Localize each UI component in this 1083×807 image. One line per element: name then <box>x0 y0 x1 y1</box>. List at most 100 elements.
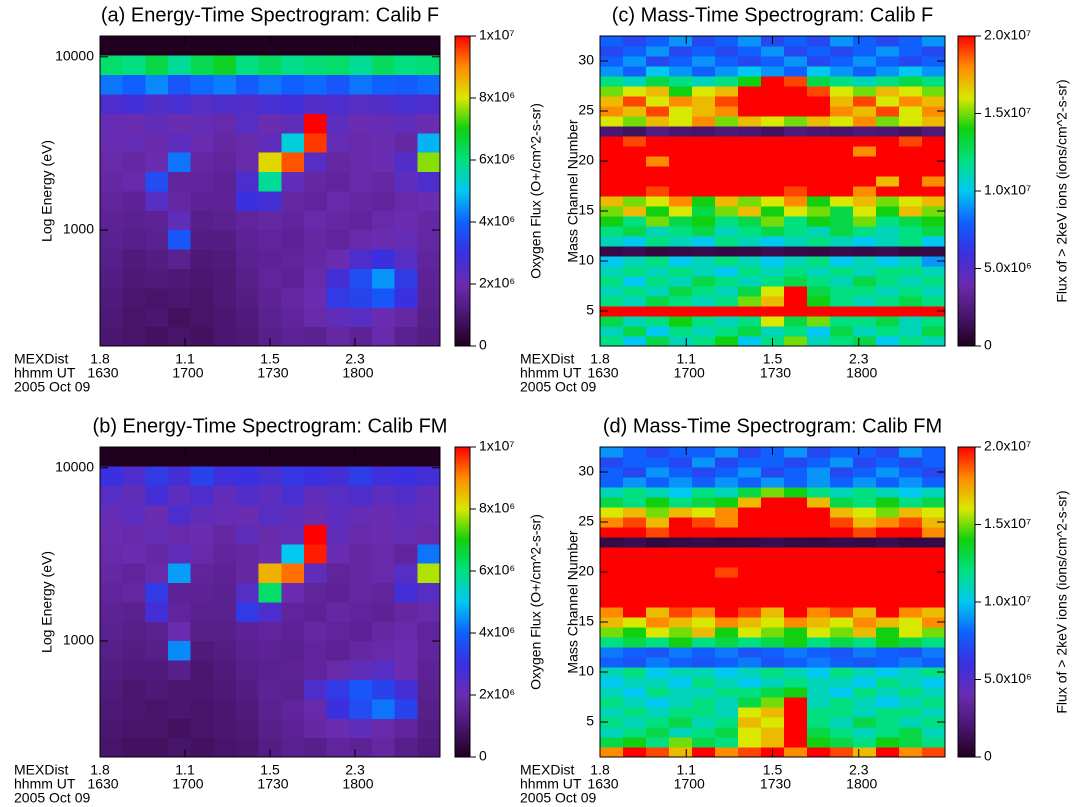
heatmap-cell <box>646 306 670 317</box>
heatmap-cell <box>784 56 808 67</box>
heatmap-cell <box>669 206 693 217</box>
heatmap-cell <box>236 718 260 739</box>
mexdist-label: 1.8 <box>90 351 110 367</box>
heatmap-cell <box>830 467 854 478</box>
heatmap-cell <box>326 640 350 661</box>
heatmap-cell <box>168 152 192 173</box>
heatmap-cell <box>372 55 396 76</box>
heatmap-cell <box>168 55 192 76</box>
heatmap-cell <box>394 210 418 231</box>
heatmap-cell <box>876 677 900 688</box>
y-tick-label: 30 <box>578 52 594 68</box>
heatmap-cell <box>326 718 350 739</box>
heatmap-cell <box>922 607 946 618</box>
heatmap-cell <box>213 93 237 114</box>
heatmap-cell <box>669 176 693 187</box>
x-row-label: hhmm UT <box>14 776 76 792</box>
date-label: 2005 Oct 09 <box>14 379 90 395</box>
heatmap-cell <box>213 55 237 76</box>
x-row-label: hhmm UT <box>520 365 582 381</box>
heatmap-cell <box>304 268 328 289</box>
heatmap-cell <box>281 504 305 525</box>
heatmap-cell <box>853 76 877 87</box>
heatmap-cell <box>669 256 693 267</box>
heatmap-cell <box>623 527 647 538</box>
heatmap-cell <box>326 74 350 95</box>
heatmap-cell <box>100 132 124 153</box>
heatmap-cell <box>761 126 785 137</box>
heatmap-cell <box>326 36 350 56</box>
heatmap-cell <box>738 537 762 548</box>
heatmap-cell <box>600 336 624 347</box>
heatmap-cell <box>236 152 260 173</box>
heatmap-cell <box>715 336 739 347</box>
heatmap-cell <box>899 737 923 748</box>
heatmap-cell <box>830 206 854 217</box>
heatmap-cell <box>417 718 441 739</box>
heatmap-cell <box>304 152 328 173</box>
heatmap-cell <box>236 113 260 134</box>
heatmap-cell <box>326 132 350 153</box>
heatmap-cell <box>417 640 441 661</box>
heatmap-cell <box>168 698 192 719</box>
heatmap-cell <box>623 86 647 97</box>
heatmap-cell <box>122 36 146 56</box>
heatmap-cell <box>190 563 214 584</box>
heatmap-cell <box>784 517 808 528</box>
heatmap-cell <box>646 627 670 638</box>
heatmap-cell <box>326 171 350 192</box>
heatmap-cell <box>623 116 647 127</box>
heatmap-cell <box>100 601 124 622</box>
heatmap-cell <box>394 113 418 134</box>
mexdist-label: 2.3 <box>849 351 869 367</box>
heatmap-cell <box>669 266 693 277</box>
heatmap-cell <box>646 607 670 618</box>
heatmap-cell <box>623 467 647 478</box>
heatmap-cell <box>349 563 373 584</box>
heatmap-cell <box>669 36 693 47</box>
heatmap-cell <box>922 477 946 488</box>
heatmap-cell <box>600 637 624 648</box>
heatmap-cell <box>899 677 923 688</box>
heatmap-cell <box>646 126 670 137</box>
heatmap-cell <box>669 146 693 157</box>
heatmap-cell <box>623 236 647 247</box>
heatmap-cell <box>281 229 305 250</box>
heatmap-cell <box>876 447 900 458</box>
heatmap-cell <box>258 307 282 328</box>
heatmap-cell <box>417 93 441 114</box>
heatmap-cell <box>738 447 762 458</box>
colorbar <box>957 446 976 758</box>
heatmap-cell <box>623 196 647 207</box>
heatmap-cell <box>100 210 124 231</box>
heatmap-cell <box>738 687 762 698</box>
heatmap-cell <box>122 307 146 328</box>
heatmap-cell <box>876 627 900 638</box>
heatmap-cell <box>807 256 831 267</box>
heatmap-cell <box>600 457 624 468</box>
heatmap-cell <box>168 132 192 153</box>
heatmap-cell <box>213 466 237 487</box>
heatmap-cell <box>417 504 441 525</box>
heatmap-cell <box>304 485 328 506</box>
heatmap-cell <box>692 186 716 197</box>
heatmap-cell <box>807 66 831 77</box>
heatmap-cell <box>281 563 305 584</box>
heatmap-cell <box>417 524 441 545</box>
heatmap-cell <box>830 56 854 67</box>
colorbar-tick-label: 6x10⁶ <box>479 151 515 167</box>
colorbar-tick-label: 2x10⁶ <box>479 686 515 702</box>
heatmap-cell <box>326 504 350 525</box>
heatmap-cell <box>830 587 854 598</box>
heatmap-cell <box>417 190 441 211</box>
heatmap-cell <box>646 527 670 538</box>
heatmap-cell <box>213 679 237 700</box>
heatmap-cell <box>715 206 739 217</box>
heatmap-cell <box>922 487 946 498</box>
heatmap-cell <box>807 156 831 167</box>
heatmap-cell <box>715 557 739 568</box>
heatmap-cell <box>122 640 146 661</box>
heatmap-cell <box>600 196 624 207</box>
heatmap-cell <box>623 146 647 157</box>
heatmap-cell <box>600 707 624 718</box>
